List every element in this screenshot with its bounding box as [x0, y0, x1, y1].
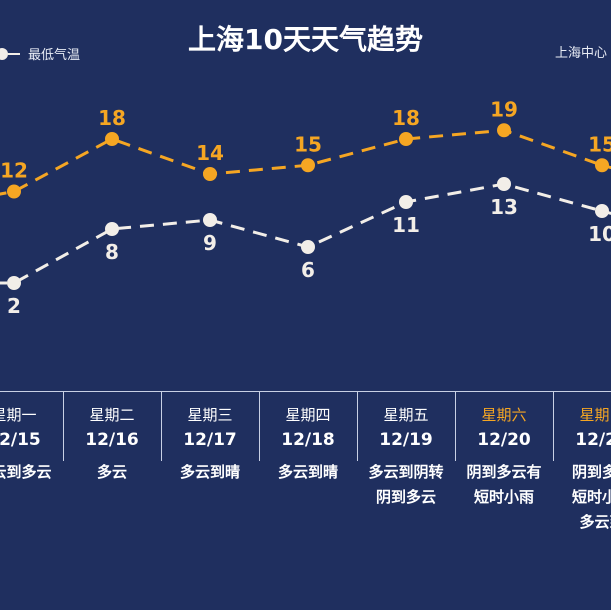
high-temp-label: 18	[98, 106, 126, 130]
low-temp-label: 10	[588, 222, 611, 246]
weather-description: 多云到	[579, 513, 611, 531]
high-temp-label: 15	[588, 132, 611, 156]
day-column: 星期四 12/18 多云到晴	[259, 404, 357, 485]
high-temp-label: 19	[490, 97, 518, 121]
chart-title: 上海10天天气趋势	[188, 23, 423, 56]
weekday-label: 星期六	[481, 406, 527, 424]
day-column: 星期日 12/21 阴到多云短时小雨多云到	[553, 404, 611, 535]
low-temp-point	[497, 177, 511, 191]
day-column: 星期六 12/20 阴到多云有短时小雨	[455, 404, 553, 510]
column-divider	[63, 391, 64, 461]
table-top-divider	[0, 391, 611, 392]
low-temp-label: 8	[105, 240, 119, 264]
column-divider	[259, 391, 260, 461]
weekday-label: 星期二	[89, 406, 135, 424]
column-divider	[357, 391, 358, 461]
weather-description: 多云到阴转	[368, 463, 444, 481]
date-label: 12/16	[85, 430, 139, 450]
legend-low-marker	[0, 47, 8, 60]
high-temp-point	[595, 158, 609, 173]
weather-description: 阴到多云有	[466, 463, 542, 481]
legend: 最低气温	[0, 44, 80, 63]
column-divider	[455, 391, 456, 461]
column-divider	[553, 391, 554, 461]
high-temp-point	[105, 132, 119, 146]
date-label: 12/20	[477, 430, 531, 450]
high-temp-label: 18	[392, 106, 420, 130]
weather-description: 多云到晴	[277, 463, 338, 481]
legend-low-label: 最低气温	[28, 48, 81, 63]
legend-low-line	[8, 52, 20, 55]
weather-description: 阴到多云	[571, 463, 611, 481]
weather-description: 阴到多云	[375, 488, 436, 506]
low-temp-point	[203, 213, 217, 227]
line-plot: 12 18 14 15 18 19 15 2 8 9 6 11 13 10	[0, 97, 611, 318]
weekday-label: 星期一	[0, 406, 37, 424]
date-label: 12/15	[0, 430, 41, 450]
day-column: 星期三 12/17 多云到晴	[161, 404, 259, 485]
weekday-label: 星期四	[285, 406, 331, 424]
low-temp-point	[399, 195, 413, 209]
high-temp-point	[399, 132, 413, 146]
low-temp-point	[301, 240, 315, 254]
low-temp-label: 6	[301, 258, 315, 282]
high-temp-point	[497, 123, 511, 138]
weather-description: 短时小雨	[473, 488, 534, 506]
high-temp-label: 14	[196, 141, 224, 165]
high-temp-point	[203, 167, 217, 181]
day-column: 星期五 12/19 多云到阴转阴到多云	[357, 404, 455, 510]
day-column: 星期一 12/15 多云到多云	[0, 404, 63, 485]
weather-description: 多云	[96, 463, 127, 481]
high-temp-label: 12	[0, 159, 28, 183]
weather-description: 多云到多云	[0, 463, 52, 481]
low-temp-label: 13	[490, 195, 518, 219]
column-divider	[161, 391, 162, 461]
high-temp-point	[301, 158, 315, 173]
weather-description: 短时小雨	[571, 488, 611, 506]
high-temp-label: 15	[294, 132, 322, 156]
weekday-label: 星期五	[383, 406, 429, 424]
weather-description: 多云到晴	[179, 463, 240, 481]
low-temp-label: 11	[392, 213, 420, 237]
date-label: 12/17	[183, 430, 237, 450]
low-temp-point	[595, 204, 609, 218]
high-temp-point	[7, 184, 21, 199]
date-label: 12/21	[575, 430, 611, 450]
day-column: 星期二 12/16 多云	[63, 404, 161, 485]
date-label: 12/19	[379, 430, 433, 450]
low-temp-label: 2	[7, 294, 21, 318]
date-label: 12/18	[281, 430, 335, 450]
weekday-label: 星期日	[579, 406, 611, 424]
low-temp-point	[7, 276, 21, 290]
source-label: 上海中心	[554, 46, 607, 61]
low-temp-label: 9	[203, 231, 217, 255]
low-temp-point	[105, 222, 119, 236]
weekday-label: 星期三	[187, 406, 233, 424]
